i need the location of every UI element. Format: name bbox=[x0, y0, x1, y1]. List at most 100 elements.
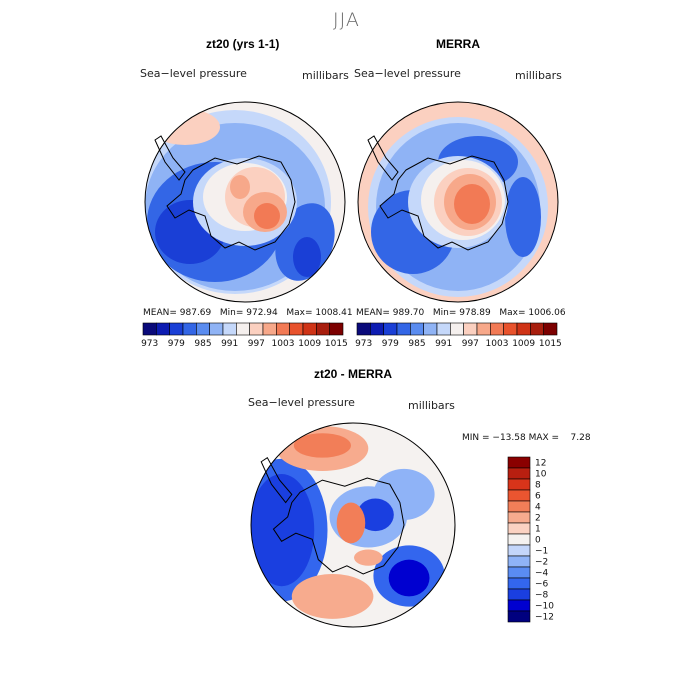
figure-title: JJA bbox=[333, 9, 360, 31]
panel-3-colorbar-cell--12 bbox=[507, 610, 531, 623]
panel-2-colorbar-cell-1000 bbox=[476, 322, 491, 336]
panel-1-units-label: millibars bbox=[302, 69, 349, 82]
panel-3-colorbar-cell-0 bbox=[507, 533, 531, 546]
panel-1-colorbar-tick-1003: 1003 bbox=[272, 339, 295, 349]
panel-1-colorbar-tick-985: 985 bbox=[194, 339, 211, 349]
panel-1-colorbar-cell-979 bbox=[169, 322, 184, 336]
panel-1-colorbar-tick-1015: 1015 bbox=[325, 339, 348, 349]
panel-1-antarctica-outline bbox=[166, 155, 296, 251]
panel-1-colorbar-cell-973 bbox=[142, 322, 157, 336]
panel-3-units-label: millibars bbox=[408, 399, 455, 412]
panel-2-colorbar-tick-973: 973 bbox=[355, 339, 372, 349]
panel-3-variable-label: Sea−level pressure bbox=[248, 396, 355, 409]
panel-3-antarctica-outline bbox=[272, 477, 405, 575]
panel-1-colorbar-cell-1015 bbox=[329, 322, 344, 336]
panel-1-colorbar-cell-976 bbox=[156, 322, 170, 336]
panel-2-variable-label: Sea−level pressure bbox=[354, 67, 461, 80]
panel-3-colorbar-tick-9: −2 bbox=[535, 558, 548, 568]
panel-3-colorbar-tick-7: 0 bbox=[535, 536, 541, 546]
panel-3-colorbar-cell--8 bbox=[507, 588, 531, 601]
panel-2-colorbar-tick-1003: 1003 bbox=[486, 339, 509, 349]
panel-2-mean-value: 989.70 bbox=[392, 308, 425, 318]
panel-2-stats: MEAN= 989.70 Min= 978.89 Max= 1006.06 bbox=[356, 308, 566, 318]
panel-1-colorbar-tick-991: 991 bbox=[221, 339, 238, 349]
panel-3-colorbar-cell--1 bbox=[507, 544, 531, 557]
panel-1-colorbar-cell-1012 bbox=[316, 322, 330, 336]
panel-3-colorbar-tick-0: 12 bbox=[535, 459, 546, 469]
panel-3-minmax: MIN = −13.58 MAX = 7.28 bbox=[462, 433, 591, 443]
panel-1-colorbar-cell-1000 bbox=[262, 322, 277, 336]
panel-2-polar-map bbox=[357, 101, 559, 303]
panel-3-colorbar-cell-12 bbox=[507, 456, 531, 469]
panel-1-mean-label: MEAN= bbox=[143, 308, 177, 318]
panel-2-colorbar: 973 979 985 991 997 1003 1009 1015 bbox=[355, 322, 562, 349]
panel-2-colorbar-tick-979: 979 bbox=[382, 339, 399, 349]
panel-1-colorbar-tick-1009: 1009 bbox=[298, 339, 321, 349]
panel-2-colorbar-cell-985 bbox=[410, 322, 424, 336]
panel-2-colorbar-cell-1003 bbox=[490, 322, 504, 336]
panel-3-colorbar-tick-1: 10 bbox=[535, 470, 547, 480]
panel-2-contour-10 bbox=[454, 184, 490, 224]
panel-1-variable-label: Sea−level pressure bbox=[140, 67, 247, 80]
panel-3-colorbar-cell-1 bbox=[507, 522, 531, 535]
panel-1-colorbar-tick-973: 973 bbox=[141, 339, 158, 349]
panel-2-title: MERRA bbox=[436, 37, 480, 51]
panel-1-colorbar-cell-985 bbox=[196, 322, 210, 336]
panel-2-map-border bbox=[357, 101, 559, 303]
panel-2-colorbar-cell-994 bbox=[450, 322, 464, 336]
panel-3-contour-8 bbox=[291, 573, 374, 619]
panel-2-mean-label: MEAN= bbox=[356, 308, 390, 318]
panel-1-min-value: 972.94 bbox=[246, 308, 278, 318]
panel-2-contour-group bbox=[358, 102, 558, 302]
panel-3-map-group bbox=[250, 422, 456, 628]
panel-2-units-label: millibars bbox=[515, 69, 562, 82]
panel-3-colorbar-tick-14: −12 bbox=[535, 613, 554, 623]
panel-1-colorbar-tick-979: 979 bbox=[168, 339, 185, 349]
panel-1-max-label: Max= bbox=[286, 308, 313, 318]
panel-2-max-label: Max= bbox=[499, 308, 526, 318]
panel-1-title: zt20 (yrs 1-1) bbox=[206, 37, 280, 51]
panel-2-colorbar-cell-997 bbox=[463, 322, 478, 336]
panel-2-colorbar-cell-1012 bbox=[530, 322, 544, 336]
panel-3-colorbar-tick-6: 1 bbox=[535, 525, 541, 535]
panel-2-colorbar-tick-997: 997 bbox=[462, 339, 479, 349]
panel-1-min-label: Min= bbox=[219, 308, 244, 318]
panel-3-contour-7 bbox=[388, 559, 430, 597]
panel-3-colorbar-cell--6 bbox=[507, 577, 531, 590]
panel-1-stats: MEAN= 987.69 Min= 972.94 Max= 1008.41 bbox=[143, 308, 353, 318]
panel-3-colorbar-tick-5: 2 bbox=[535, 514, 541, 524]
panel-2-colorbar-cell-1006 bbox=[503, 322, 518, 336]
panel-3-colorbar-tick-11: −6 bbox=[535, 580, 549, 590]
panel-3-colorbar-tick-13: −10 bbox=[535, 602, 554, 612]
panel-2-contour-5 bbox=[505, 177, 541, 257]
panel-2-colorbar-tick-1009: 1009 bbox=[512, 339, 535, 349]
panel-3-colorbar-cell-4 bbox=[507, 500, 531, 513]
panel-2-colorbar-cell-976 bbox=[370, 322, 384, 336]
panel-3-colorbar-cell-10 bbox=[507, 467, 531, 480]
panel-2-antarctica-outline bbox=[379, 155, 509, 251]
panel-3-contour-group bbox=[251, 423, 455, 627]
panel-3-colorbar-cell-2 bbox=[507, 511, 531, 524]
panel-1-contour-12 bbox=[230, 175, 250, 199]
panel-1-colorbar-tick-997: 997 bbox=[248, 339, 265, 349]
panel-2-colorbar-cell-991 bbox=[436, 322, 451, 336]
panel-1-contour-group bbox=[145, 102, 345, 302]
panel-1-colorbar-cell-1006 bbox=[289, 322, 304, 336]
panel-1-colorbar-cell-1003 bbox=[276, 322, 290, 336]
panel-1-colorbar-cell-988 bbox=[209, 322, 224, 336]
panel-2-colorbar-cell-973 bbox=[356, 322, 371, 336]
panel-1-mean-value: 987.69 bbox=[179, 308, 212, 318]
panel-2-min-label: Min= bbox=[432, 308, 457, 318]
panel-3-colorbar-cell--2 bbox=[507, 555, 531, 568]
panel-3-colorbar-tick-3: 6 bbox=[535, 492, 541, 502]
panel-3-contour-4 bbox=[293, 433, 351, 458]
panel-1-colorbar: 973 979 985 991 997 1003 1009 1015 bbox=[141, 322, 348, 349]
panel-3-colorbar-tick-10: −4 bbox=[535, 569, 549, 579]
panel-1-contour-13 bbox=[150, 109, 220, 145]
panel-3-colorbar-cell--10 bbox=[507, 599, 531, 612]
panel-2-max-value: 1006.06 bbox=[528, 308, 566, 318]
panel-1-peninsula-outline bbox=[154, 135, 186, 181]
panel-2-map-group bbox=[357, 101, 559, 303]
panel-1-colorbar-cell-997 bbox=[249, 322, 264, 336]
